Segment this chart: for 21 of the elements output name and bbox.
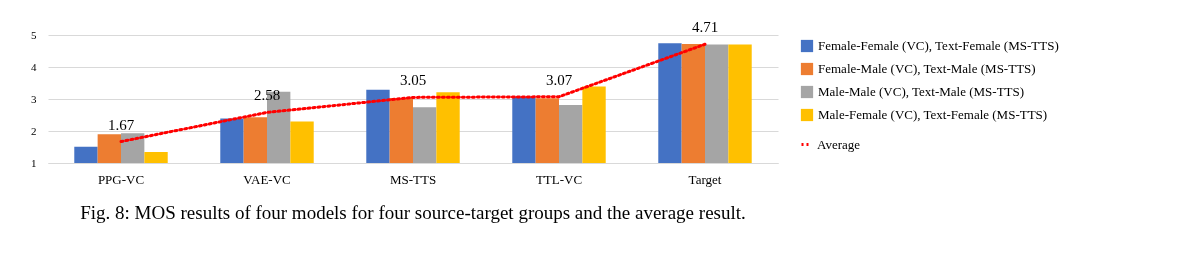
legend-label: Male-Female (VC), Text-Female (MS-TTS) bbox=[818, 107, 1048, 122]
x-tick-label: TTL-VC bbox=[535, 171, 583, 187]
legend-label: Female-Female (VC), Text-Female (MS-TTS) bbox=[818, 38, 1059, 53]
legend-label: Female-Male (VC), Text-Male (MS-TTS) bbox=[818, 61, 1036, 76]
y-tick-label: 3 bbox=[31, 92, 37, 105]
x-tick-label: VAE-VC bbox=[243, 171, 291, 187]
data-label: 3.07 bbox=[545, 71, 573, 88]
y-tick-label: 1 bbox=[31, 156, 37, 169]
data-label: 1.67 bbox=[107, 116, 135, 133]
y-tick-label: 5 bbox=[31, 28, 37, 41]
y-tick-label: 2 bbox=[31, 124, 37, 137]
data-label: 2.58 bbox=[253, 87, 281, 104]
y-tick-label: 4 bbox=[31, 60, 37, 73]
data-label: 3.05 bbox=[399, 72, 427, 89]
caption: Fig. 8: MOS results of four models for four source-target groups and the average result. bbox=[80, 202, 746, 223]
legend-label: Average bbox=[817, 136, 861, 152]
data-label: 4.71 bbox=[691, 19, 719, 36]
x-tick-label: Target bbox=[688, 171, 722, 187]
legend-label: Male-Male (VC), Text-Male (MS-TTS) bbox=[818, 84, 1025, 99]
x-tick-label: PPG-VC bbox=[97, 171, 145, 187]
x-tick-label: MS-TTS bbox=[389, 171, 437, 187]
